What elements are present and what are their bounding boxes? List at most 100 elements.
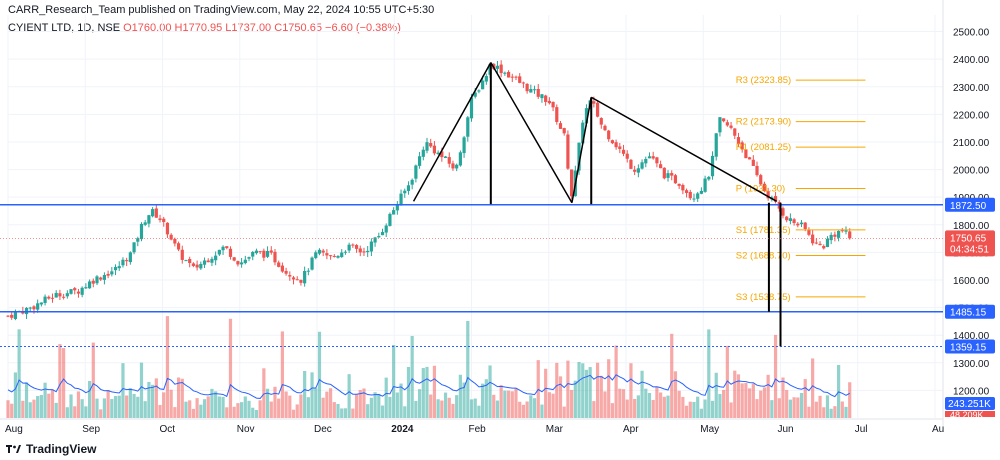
volume-bar: [477, 405, 481, 418]
volume-bar: [766, 374, 770, 418]
candle-body: [158, 218, 162, 221]
price-tick-label: 2000.00: [953, 166, 990, 177]
time-tick-label: Apr: [623, 424, 639, 435]
candle-body: [829, 234, 833, 241]
volume-bar: [473, 398, 477, 418]
candle-body: [240, 262, 244, 265]
volume-bar: [744, 383, 748, 418]
candle-body: [214, 255, 218, 261]
candle-body: [225, 246, 229, 249]
candle-body: [799, 222, 804, 225]
candle-body: [792, 219, 796, 224]
volume-bar: [618, 388, 622, 418]
level-price-label: 1485.15: [950, 308, 987, 319]
candle-body: [403, 190, 407, 194]
volume-bar: [47, 393, 51, 418]
pivot-label: S3 (1538.75): [736, 292, 791, 303]
countdown-label: 04:34:51: [950, 244, 989, 255]
high-value: H1770.95: [174, 22, 223, 34]
volume-bar: [562, 406, 566, 418]
volume-bar: [392, 344, 396, 418]
volume-bar: [551, 393, 555, 418]
volume-bar: [777, 398, 781, 418]
price-tick-label: 1400.00: [953, 331, 990, 342]
last-price-label: 1750.65: [950, 233, 987, 244]
candle-body: [232, 257, 236, 261]
volume-bar: [655, 386, 659, 418]
volume-bar: [773, 334, 778, 418]
volume-bar: [481, 383, 485, 418]
volume-bar: [736, 374, 741, 418]
candle-body: [102, 275, 107, 280]
candle-body: [373, 237, 377, 243]
candle-body: [429, 143, 433, 147]
tradingview-logo[interactable]: TradingView: [6, 442, 96, 456]
volume-bar: [403, 406, 407, 418]
volume-last-tag: [945, 411, 995, 417]
volume-last-label: 48.209K: [950, 410, 984, 420]
volume-bar: [573, 380, 577, 418]
candle-body: [169, 234, 173, 240]
symbol-name[interactable]: CYIENT LTD, 1D, NSE: [8, 22, 121, 34]
candle-body: [410, 179, 414, 185]
candle-body: [58, 293, 62, 297]
candle-body: [707, 176, 711, 180]
price-tick-label: 2500.00: [953, 28, 990, 39]
candle-body: [833, 234, 837, 237]
candle-body: [525, 83, 529, 92]
candle-body: [755, 165, 759, 176]
volume-bar: [191, 408, 195, 418]
volume-bar: [369, 397, 373, 418]
volume-bar: [811, 358, 815, 418]
candle-body: [147, 215, 151, 224]
volume-bar: [121, 363, 125, 418]
volume-bar: [69, 394, 73, 418]
candle-body: [811, 234, 815, 244]
volume-bar: [10, 403, 14, 418]
candle-body: [621, 149, 626, 154]
volume-bar: [762, 387, 767, 418]
candle-body: [451, 163, 455, 169]
volume-bar: [102, 398, 107, 418]
level-price-tag: [945, 304, 995, 319]
volume-bar: [80, 399, 84, 418]
last-price-tag: [945, 230, 995, 257]
volume-bar: [254, 409, 259, 418]
candle-body: [807, 229, 811, 235]
candle-body: [325, 253, 329, 256]
volume-bar: [358, 390, 362, 418]
volume-bar: [50, 389, 55, 418]
candle-body: [43, 296, 47, 303]
volume-bar: [577, 361, 581, 418]
volume-bar: [99, 409, 103, 418]
volume-bar: [265, 388, 270, 418]
candle-body: [666, 173, 670, 178]
candle-body: [128, 252, 132, 263]
candle-body: [547, 100, 551, 104]
candle-body: [684, 190, 689, 193]
volume-bar: [466, 320, 470, 418]
volume-bar: [699, 408, 703, 418]
volume-bar: [377, 393, 381, 418]
volume-bar: [321, 397, 325, 418]
volume-bar: [840, 401, 844, 418]
candle-body: [258, 251, 262, 253]
candle-body: [210, 258, 214, 263]
candle-body: [254, 250, 259, 254]
candle-body: [377, 236, 381, 238]
level-price-tag: [945, 197, 995, 212]
volume-bar: [666, 395, 670, 418]
candle-body: [217, 249, 221, 255]
candle-body: [265, 250, 270, 257]
volume-bar: [803, 379, 807, 418]
volume-bar: [684, 405, 689, 418]
candle-body: [744, 149, 748, 159]
pivot-label: P (1931.30): [736, 184, 785, 195]
time-tick-label: Au: [932, 424, 944, 435]
candle-body: [188, 258, 192, 264]
candle-body: [195, 264, 199, 268]
candle-body: [351, 244, 355, 246]
volume-ma-line: [7, 374, 850, 399]
candle-body: [347, 244, 351, 251]
